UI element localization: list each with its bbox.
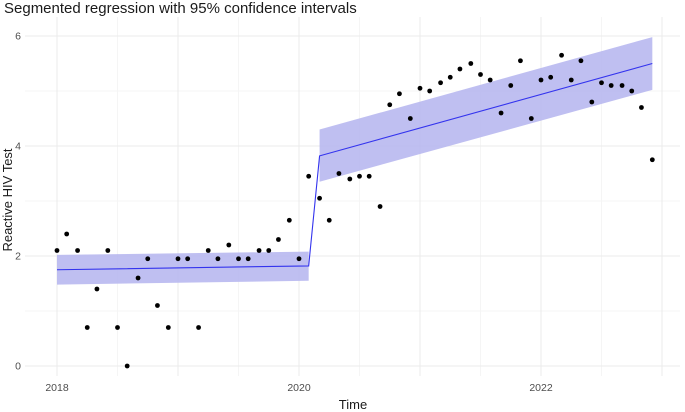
x-tick-label: 2020 [287,382,311,394]
data-point [256,248,262,253]
y-tick-label: 2 [15,251,21,263]
data-point [427,88,433,94]
data-point [155,303,160,308]
data-point [457,66,463,72]
data-point [124,363,130,369]
data-point [387,102,393,108]
data-point [326,217,332,223]
data-point [417,85,423,91]
x-tick-label: 2018 [45,382,69,394]
data-point [589,99,595,105]
regression-lines [56,62,653,271]
data-point [196,325,201,330]
data-point [64,231,70,237]
data-point [336,171,342,176]
data-point [487,77,493,83]
x-axis-title: Time [339,397,367,412]
data-point [84,325,90,330]
data-point [498,110,504,116]
data-points [54,52,655,369]
data-point [538,77,544,83]
y-axis-title: Reactive HIV Test [0,148,15,251]
data-point [245,256,251,262]
data-point [578,58,584,64]
data-point [447,74,453,80]
data-point [468,61,474,66]
data-point [347,176,353,182]
data-point [518,58,523,64]
data-point [175,256,181,262]
data-point [205,248,211,253]
data-point [619,83,625,88]
data-point [94,286,100,292]
data-point [559,52,564,58]
data-point [296,256,302,262]
data-point [185,256,191,262]
y-tick-label: 4 [15,141,21,153]
data-point [478,72,483,77]
data-point [407,116,413,121]
data-point [145,256,151,262]
data-point [438,80,443,86]
data-point [135,275,141,281]
data-point [548,74,554,80]
data-point [105,248,111,253]
data-point [508,83,514,88]
data-point [599,80,604,86]
data-point [215,256,221,262]
data-point [649,157,655,163]
data-point [629,88,635,94]
data-point [528,116,534,121]
confidence-bands [57,37,653,285]
data-point [377,204,383,209]
data-point [397,91,402,97]
data-point [608,83,614,88]
tick-labels: 2018 2020 2022 0 2 4 6 [15,31,553,395]
x-tick-label: 2022 [529,382,553,394]
data-point [266,248,272,253]
data-point [115,325,120,330]
data-point [357,173,362,179]
data-point [639,105,644,110]
data-point [276,237,281,242]
data-point [226,242,232,248]
data-point [317,195,322,201]
data-point [568,77,574,83]
y-tick-label: 0 [15,361,21,373]
chart-title: Segmented regression with 95% confidence… [4,0,357,17]
data-point [366,173,372,179]
data-point [236,256,241,262]
data-point [165,325,171,330]
data-point [306,173,312,179]
data-point [54,248,60,253]
data-point [286,217,292,223]
y-tick-label: 6 [15,31,21,43]
fit-line [56,62,653,271]
data-point [75,248,80,253]
